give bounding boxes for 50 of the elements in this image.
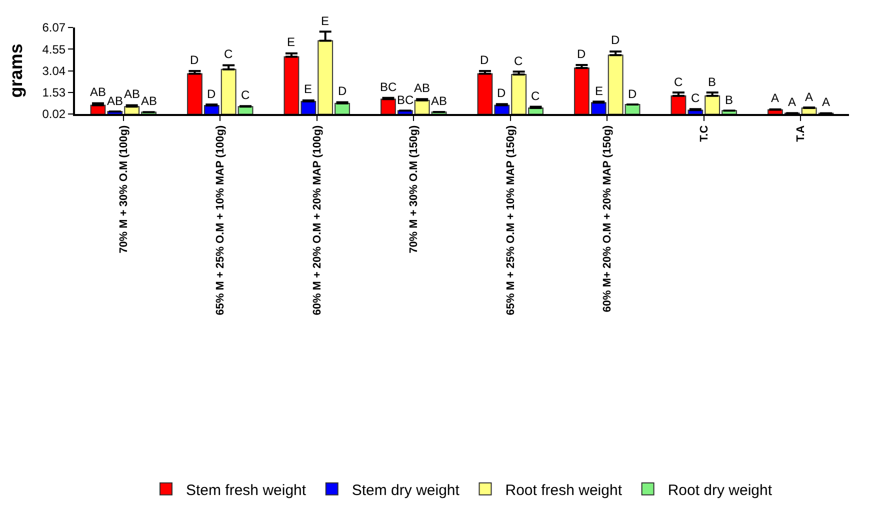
data-label: AB [414,81,430,95]
data-label: C [514,54,523,68]
data-label: E [304,82,312,96]
y-axis-title: grams [6,44,26,98]
data-label: D [480,53,489,67]
y-tick-label: 0.02 [42,107,66,122]
x-tick-label: 65% M + 25% O.M + 10% MAP (100g) [214,125,227,316]
data-label: AB [124,87,140,101]
data-label: BC [380,80,398,94]
data-label: A [822,95,830,109]
data-label: E [321,14,330,28]
data-label: D [338,84,347,98]
data-label: BC [397,93,414,107]
data-label: C [241,88,250,102]
data-label: AB [141,94,158,108]
data-label: D [190,53,199,67]
legend-label: Root fresh weight [505,482,623,499]
data-label: E [287,35,296,49]
data-label: D [628,87,637,101]
x-tick-label: 60% M + 20% O.M + 20% MAP (100g) [311,125,324,316]
y-tick-label: 6.07 [42,20,66,35]
data-label: AB [90,85,106,99]
data-label: D [611,33,620,47]
y-tick-label: 3.04 [42,64,66,78]
x-tick-label: T.A [795,125,808,142]
data-label: A [788,95,796,109]
data-label: D [497,86,506,100]
data-label: C [531,89,540,103]
legend-label: Stem fresh weight [186,482,307,499]
x-tick-label: 65% M + 25% O.M + 10% MAP (150g) [504,125,517,316]
data-label: A [771,91,780,105]
x-tick-label: 70% M + 30% O.M (100g) [118,125,130,254]
data-label: C [224,47,233,61]
data-label: D [577,47,586,61]
data-label: E [595,84,604,98]
data-label: A [805,90,814,104]
legend-label: Stem dry weight [352,482,460,499]
y-tick-label: 1.53 [42,86,66,100]
data-label: C [674,75,683,89]
data-label: D [207,87,216,101]
y-tick-label: 4.55 [42,42,66,56]
x-tick-label: 60% M+ 20% O.M + 20% MAP (150g) [602,125,614,312]
data-label: AB [107,94,124,108]
data-label: C [691,91,700,105]
x-tick-label: T.C [698,125,710,142]
legend-label: Root dry weight [668,482,773,499]
data-label: B [708,75,716,89]
x-tick-label: 70% M + 30% O.M (150g) [408,125,420,254]
data-label: B [725,93,734,107]
data-label: AB [431,94,448,108]
